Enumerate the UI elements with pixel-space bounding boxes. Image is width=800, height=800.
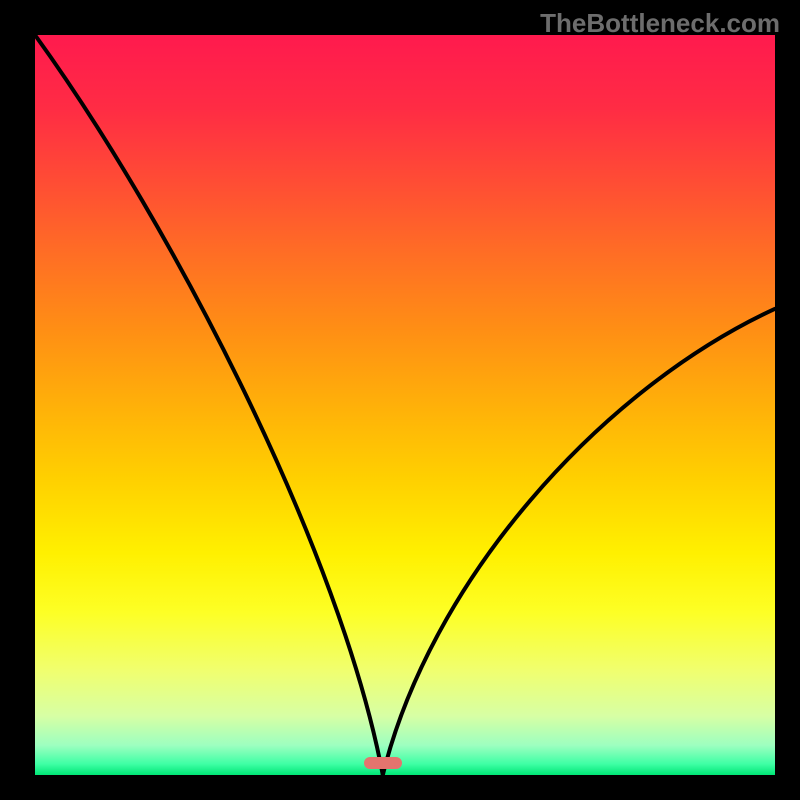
chart-canvas: TheBottleneck.com xyxy=(0,0,800,800)
gradient-plot-area xyxy=(35,35,775,775)
watermark-text: TheBottleneck.com xyxy=(540,8,780,39)
optimum-marker xyxy=(364,757,402,769)
